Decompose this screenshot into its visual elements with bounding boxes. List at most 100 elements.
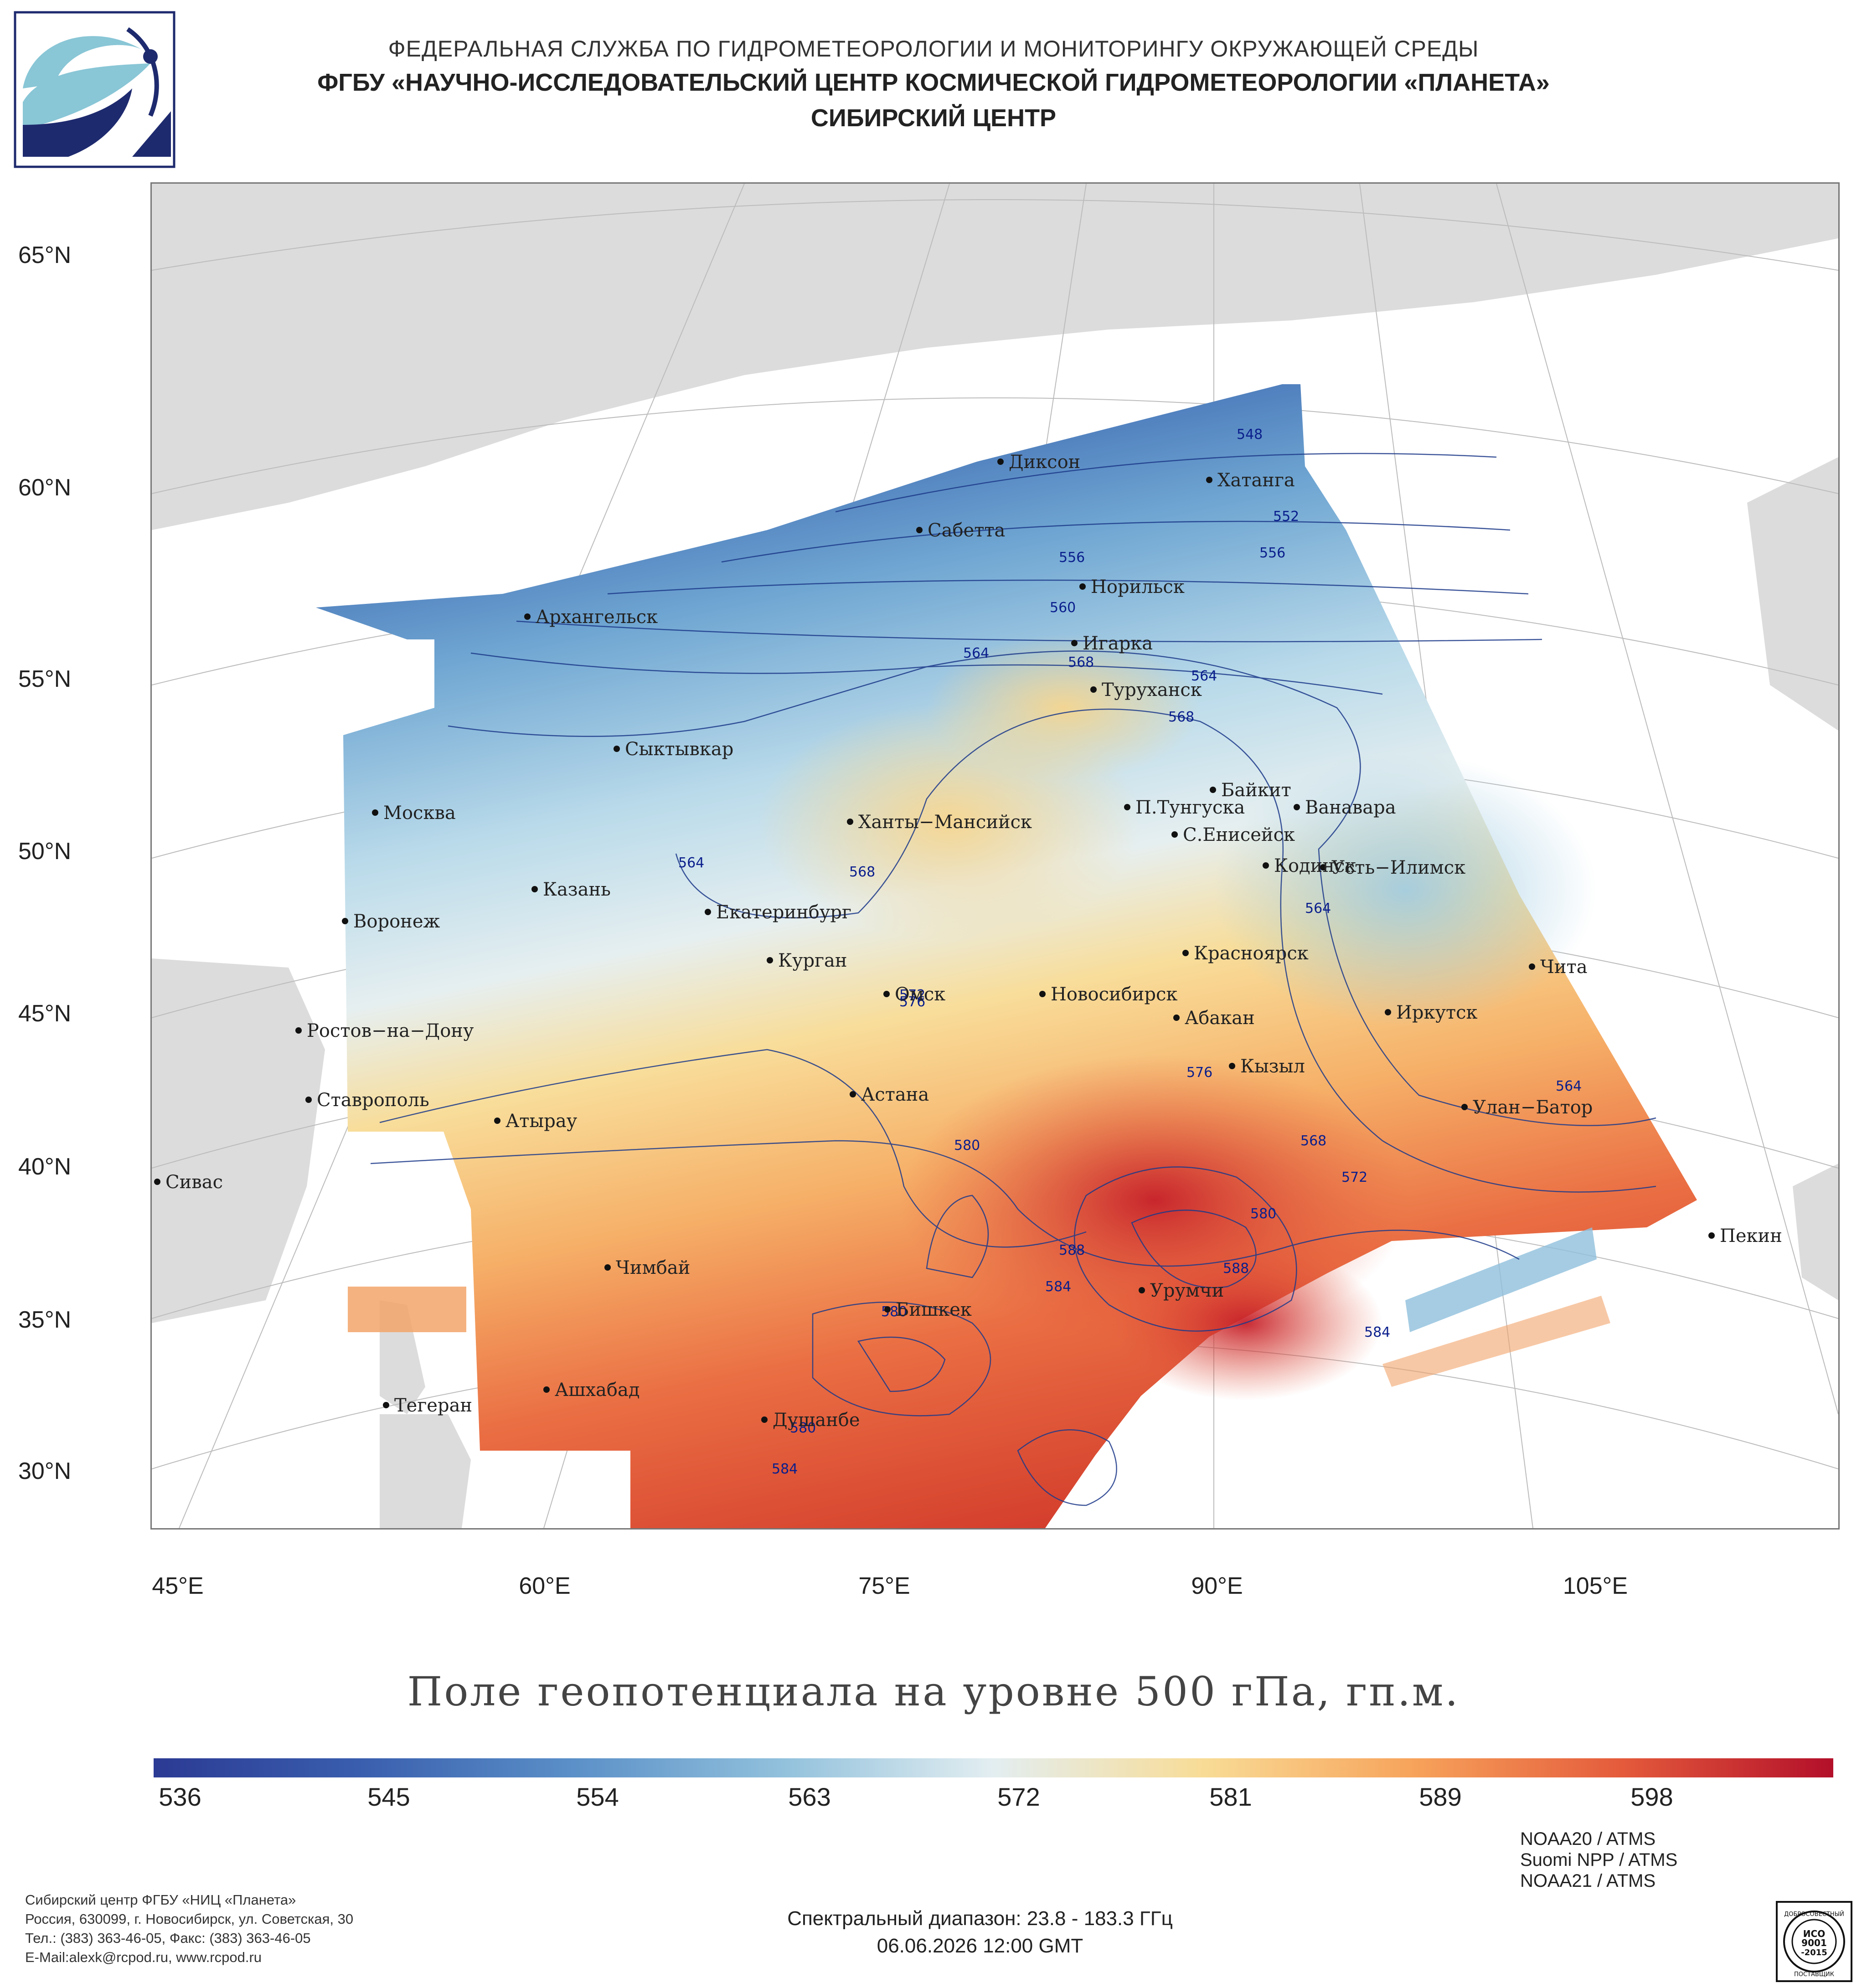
contour-label: 568 [1068,654,1094,670]
city-label: Сивас [165,1172,223,1193]
map-canvas: 548 552 556 556 560 564 568 564 568 564 … [152,184,1838,1528]
sensor-item: NOAA21 / ATMS [1520,1871,1656,1891]
city-label: Ставрополь [317,1090,429,1111]
contour-label: 584 [1364,1324,1390,1340]
contour-label: 572 [899,987,925,1003]
lat-label-45: 45°N [18,1000,72,1027]
contour-label: 556 [1259,545,1285,561]
contour-label: 588 [1223,1261,1249,1277]
iso-top-text: ДОБРОСОВЕСТНЫЙ [1784,1911,1844,1918]
colorbar-tick: 572 [997,1782,1040,1811]
geopotential-map: 548 552 556 556 560 564 568 564 568 564 … [150,182,1840,1530]
iso-text: ИСО [1803,1928,1825,1939]
iso-bottom-text: ПОСТАВЩИК [1794,1971,1834,1978]
contour-label: 580 [1250,1206,1276,1222]
city-label: Хатанга [1217,470,1295,491]
contour-label: 568 [1300,1133,1326,1149]
lon-label-90: 90°E [1191,1573,1243,1599]
city-label: Чита [1540,957,1588,978]
contour-label: 564 [1191,668,1217,684]
city-label: П.Тунгуска [1135,797,1245,818]
city-label: Ванавара [1305,797,1396,818]
city-label: Иркутск [1396,1002,1478,1023]
city-label: Чимбай [616,1257,690,1278]
center-title: СИБИРСКИЙ ЦЕНТР [810,104,1057,132]
colorbar-tick: 598 [1630,1782,1673,1811]
iso-year: -2015 [1801,1948,1827,1957]
city-label: Екатеринбург [716,902,851,923]
planeta-logo [14,11,175,168]
lon-label-45: 45°E [152,1573,204,1599]
lat-label-40: 40°N [18,1154,72,1180]
contour-label: 564 [1556,1078,1582,1094]
lat-label-30: 30°N [18,1458,72,1484]
city-labels: Диксон Хатанга Сабетта Норильск Архангел… [165,452,1782,1431]
city-label: Сыктывкар [625,739,733,760]
contour-label: 576 [899,994,925,1010]
iso-number: 9001 [1801,1937,1827,1948]
contour-label: 584 [772,1461,798,1477]
lon-label-60: 60°E [519,1573,571,1599]
organization-contacts: Сибирский центр ФГБУ «НИЦ «Планета» Росс… [25,1890,353,1967]
city-label: Москва [383,803,456,824]
colorbar [154,1758,1833,1777]
institute-title: ФГБУ «НАУЧНО-ИССЛЕДОВАТЕЛЬСКИЙ ЦЕНТР КОС… [317,69,1550,96]
city-label: Атырау [505,1111,578,1132]
sensor-item: Suomi NPP / ATMS [1520,1850,1678,1870]
city-label: Байкит [1221,780,1291,801]
city-label: Архангельск [536,607,658,628]
lon-label-75: 75°E [858,1573,910,1599]
contour-label: 568 [1168,709,1194,725]
sensor-item: NOAA20 / ATMS [1520,1829,1656,1849]
city-label: Омск [895,984,945,1005]
lat-label-55: 55°N [18,666,72,692]
city-label: Ростов−на−Дону [307,1020,474,1041]
product-info: Спектральный диапазон: 23.8 - 183.3 ГГц … [684,1905,1276,1960]
contour-label: 548 [1237,427,1263,443]
city-label: Кызыл [1240,1056,1305,1077]
map-title: Поле геопотенциала на уровне 500 гПа, гп… [407,1668,1460,1715]
city-label: Урумчи [1150,1280,1224,1301]
city-label: Тегеран [394,1395,472,1416]
city-label: Норильск [1091,577,1185,597]
city-label: Новосибирск [1051,984,1177,1005]
city-label: Усть−Илимск [1331,857,1465,878]
iso-badge-icon: ДОБРОСОВЕСТНЫЙ ИСО 9001 -2015 ПОСТАВЩИК [1776,1901,1852,1982]
city-label: Красноярск [1194,943,1309,964]
org-line: Сибирский центр ФГБУ «НИЦ «Планета» [25,1892,296,1908]
city-label: Сабетта [928,520,1005,541]
city-label: С.Енисейск [1183,824,1295,845]
contour-label: 564 [678,855,704,871]
lon-label-105: 105°E [1563,1573,1628,1599]
city-label: Астана [861,1084,929,1105]
contour-label: 580 [954,1138,980,1154]
contour-label: 584 [1045,1279,1071,1295]
contour-labels: 548 552 556 556 560 564 568 564 568 564 … [678,427,1582,1477]
lat-label-65: 65°N [18,242,72,268]
colorbar-tick: 545 [367,1782,410,1811]
org-line: Россия, 630099, г. Новосибирск, ул. Сове… [25,1911,354,1927]
colorbar-tick: 536 [159,1782,201,1811]
colorbar-tick: 563 [788,1782,831,1811]
contour-label: 560 [1050,600,1076,616]
city-label: Душанбе [773,1410,860,1431]
city-label: Улан−Батор [1473,1097,1593,1118]
sensor-list: NOAA20 / ATMS Suomi NPP / ATMS NOAA21 / … [1520,1828,1677,1891]
agency-title: ФЕДЕРАЛЬНАЯ СЛУЖБА ПО ГИДРОМЕТЕОРОЛОГИИ … [388,36,1479,62]
colorbar-tick: 554 [576,1782,619,1811]
city-label: Воронеж [353,911,440,932]
contour-label: 576 [1186,1065,1212,1081]
contour-label: 568 [849,864,875,880]
city-label: Казань [543,879,611,900]
lat-label-35: 35°N [18,1307,72,1333]
contour-label: 588 [1059,1242,1085,1258]
city-label: Туруханск [1102,680,1202,700]
colorbar-tick: 589 [1419,1782,1462,1811]
city-label: Пекин [1720,1226,1782,1246]
lat-label-60: 60°N [18,474,72,501]
city-label: Бишкек [896,1299,972,1320]
city-label: Ашхабад [555,1380,640,1401]
lat-label-50: 50°N [18,838,72,865]
contour-label: 580 [790,1420,816,1436]
city-label: Абакан [1185,1008,1255,1029]
